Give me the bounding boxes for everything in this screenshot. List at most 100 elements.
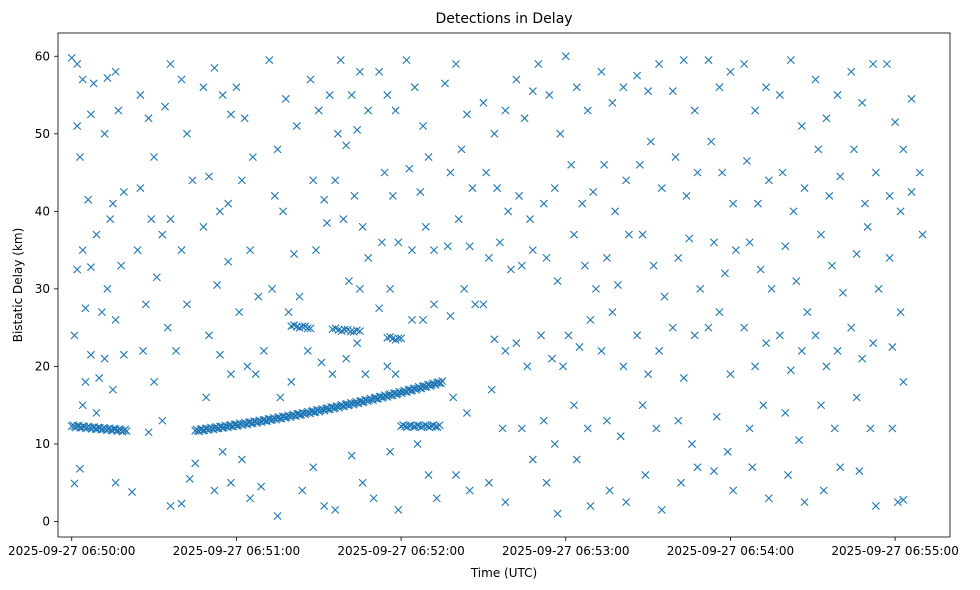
detection-marker	[726, 67, 735, 76]
detection-marker	[377, 238, 386, 247]
detection-marker	[251, 370, 260, 379]
y-tick-label: 30	[35, 282, 50, 296]
detection-marker	[751, 362, 760, 371]
detection-marker	[454, 215, 463, 224]
detection-marker	[333, 129, 342, 138]
detection-marker	[556, 129, 565, 138]
detection-marker	[605, 486, 614, 495]
detection-marker	[394, 505, 403, 514]
detection-marker	[515, 191, 524, 200]
detection-marker	[237, 455, 246, 464]
detection-marker	[597, 346, 606, 355]
detection-marker	[298, 322, 307, 331]
detection-marker	[537, 331, 546, 340]
detection-marker	[657, 184, 666, 193]
detection-marker	[465, 242, 474, 251]
detection-marker	[731, 246, 740, 255]
detection-marker	[158, 230, 167, 239]
detection-marker	[471, 300, 480, 309]
detection-marker	[462, 408, 471, 417]
detection-marker	[553, 509, 562, 518]
detection-marker	[885, 191, 894, 200]
detection-marker	[218, 447, 227, 456]
detection-marker	[811, 75, 820, 84]
detection-marker	[569, 401, 578, 410]
detection-marker	[888, 424, 897, 433]
detection-marker	[600, 160, 609, 169]
detection-marker	[608, 98, 617, 107]
detection-marker	[838, 288, 847, 297]
detection-marker	[487, 385, 496, 394]
detection-marker	[715, 308, 724, 317]
detection-marker	[498, 424, 507, 433]
detection-marker	[528, 455, 537, 464]
detection-marker	[660, 292, 669, 301]
detection-marker	[347, 91, 356, 100]
detection-marker	[602, 416, 611, 425]
detection-marker	[408, 315, 417, 324]
detection-marker	[273, 512, 282, 521]
detection-marker	[817, 230, 825, 239]
detection-marker	[589, 187, 598, 196]
detection-marker	[740, 323, 749, 332]
detection-marker	[534, 60, 543, 69]
detection-marker	[224, 257, 233, 266]
detection-marker	[122, 427, 131, 436]
detection-marker	[655, 60, 664, 69]
detection-marker	[847, 323, 856, 332]
detection-marker	[314, 106, 323, 115]
detection-marker	[885, 253, 894, 262]
detection-marker	[419, 315, 428, 324]
detection-marker	[139, 346, 148, 355]
detection-marker	[380, 168, 389, 177]
detection-marker	[144, 114, 153, 123]
detection-marker	[539, 416, 548, 425]
detection-marker	[183, 129, 191, 138]
detection-marker	[561, 52, 570, 61]
detection-marker	[907, 94, 916, 103]
detection-marker	[340, 325, 349, 334]
detection-marker	[347, 451, 356, 460]
detection-marker	[899, 495, 908, 504]
detection-marker	[619, 362, 628, 371]
detection-marker	[688, 439, 696, 448]
detection-marker	[836, 463, 845, 472]
detection-marker	[150, 377, 159, 386]
detection-marker	[259, 346, 268, 355]
detection-marker	[822, 114, 831, 123]
detection-marker	[490, 129, 499, 138]
detection-marker	[84, 195, 93, 204]
detection-marker	[309, 463, 318, 472]
detection-marker	[158, 416, 167, 425]
detection-marker	[523, 362, 532, 371]
detection-marker	[457, 145, 466, 154]
detection-marker	[246, 494, 255, 503]
detection-marker	[100, 129, 109, 138]
detection-marker	[106, 215, 115, 224]
detection-marker	[172, 346, 181, 355]
detection-marker	[781, 242, 790, 251]
detection-marker	[292, 122, 301, 131]
detection-marker	[413, 439, 422, 448]
detection-marker	[424, 153, 433, 162]
detection-marker	[707, 137, 716, 146]
detection-marker	[490, 335, 499, 344]
detection-marker	[869, 60, 878, 69]
detection-marker	[410, 83, 419, 92]
detection-marker	[432, 494, 441, 503]
detection-marker	[441, 79, 449, 88]
detection-marker	[281, 94, 290, 103]
detection-marker	[786, 56, 795, 65]
detection-marker	[161, 102, 170, 111]
y-tick-label: 0	[42, 514, 50, 528]
detection-marker	[443, 242, 452, 251]
detection-marker	[504, 207, 513, 216]
detection-marker	[512, 75, 521, 84]
detection-marker	[394, 334, 403, 343]
detection-marker	[369, 494, 378, 503]
detection-marker	[671, 153, 680, 162]
detection-marker	[97, 308, 106, 317]
detection-marker	[117, 261, 126, 270]
detection-marker	[613, 281, 622, 289]
detection-marker	[569, 230, 578, 239]
